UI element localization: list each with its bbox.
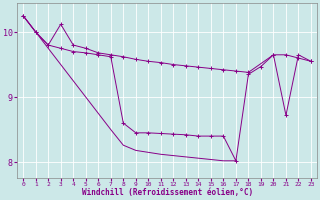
X-axis label: Windchill (Refroidissement éolien,°C): Windchill (Refroidissement éolien,°C)	[82, 188, 253, 197]
